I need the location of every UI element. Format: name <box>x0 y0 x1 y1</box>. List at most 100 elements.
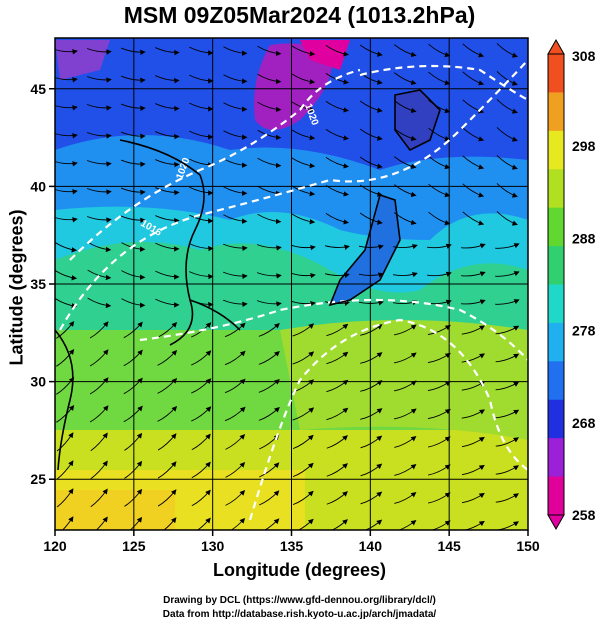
streamline-arrow <box>461 464 485 476</box>
streamline-arrow <box>155 298 180 308</box>
x-tick-label: 145 <box>437 538 461 554</box>
streamline-arrow <box>120 47 146 56</box>
streamline-arrow <box>428 436 451 448</box>
streamline-arrow <box>222 271 248 279</box>
streamline-arrow <box>223 130 248 140</box>
streamline-arrow <box>189 102 214 112</box>
streamline-arrow <box>461 243 486 249</box>
credit-drawing: Drawing by DCL (https://www.gfd-dennou.o… <box>163 595 436 606</box>
streamline-arrow <box>256 300 282 307</box>
streamline-arrow <box>427 408 451 420</box>
wind-streamlines <box>55 43 520 530</box>
streamline-arrow <box>290 244 316 251</box>
streamline-arrow <box>359 44 383 57</box>
streamline-arrow <box>326 463 348 477</box>
streamline-arrow <box>155 75 180 84</box>
colorbar-segment <box>548 207 564 247</box>
streamline-arrow <box>155 187 180 196</box>
streamline-arrow <box>358 300 384 306</box>
streamline-arrow <box>428 127 451 142</box>
streamline-arrow <box>359 212 383 225</box>
streamline-arrow <box>257 157 282 169</box>
streamline-arrow <box>360 380 383 392</box>
streamline-arrow <box>155 215 180 224</box>
streamline-arrow <box>225 489 246 506</box>
streamline-arrow <box>258 351 280 365</box>
streamline-arrow <box>258 407 280 421</box>
streamline-arrow <box>394 128 417 142</box>
streamline-arrow <box>292 462 314 478</box>
streamline-arrow <box>325 213 349 225</box>
colorbar-tick-label: 288 <box>572 230 596 246</box>
streamline-arrow <box>394 184 417 198</box>
streamline-arrow <box>223 214 248 224</box>
streamline-arrow <box>292 407 315 421</box>
streamline-arrow <box>257 213 282 225</box>
streamline-arrow <box>258 323 280 337</box>
streamline-arrow <box>191 350 212 366</box>
streamline-arrow <box>121 298 146 308</box>
streamline-arrow <box>359 100 383 113</box>
streamline-arrow <box>496 155 518 170</box>
streamline-arrow <box>123 377 143 395</box>
streamline-arrow <box>428 71 451 86</box>
streamline-arrow <box>394 156 417 170</box>
streamline-arrow <box>155 242 180 252</box>
streamline-arrow <box>86 160 112 167</box>
y-tick-label: 40 <box>30 178 46 194</box>
streamline-arrow <box>428 464 451 476</box>
streamline-arrow <box>397 519 417 530</box>
streamline-arrow <box>230 517 246 530</box>
streamline-arrow <box>155 159 180 168</box>
streamline-arrow <box>189 74 214 84</box>
streamline-arrow <box>360 408 383 420</box>
streamline-arrow <box>56 320 75 339</box>
streamline-arrow <box>326 323 349 337</box>
streamline-arrow <box>324 272 350 278</box>
streamline-arrow <box>291 129 316 141</box>
streamline-arrow <box>461 299 486 305</box>
streamline-arrow <box>259 462 280 478</box>
streamline-arrow <box>157 321 178 338</box>
streamline-arrow <box>189 186 214 196</box>
streamline-arrow <box>157 433 177 451</box>
streamline-arrow <box>331 519 348 530</box>
streamline-arrow <box>394 44 417 58</box>
streamline-arrow <box>462 99 485 114</box>
streamline-arrow <box>394 72 417 86</box>
streamline-arrow <box>191 489 211 507</box>
streamline-arrow <box>86 188 112 195</box>
streamline-arrow <box>291 213 316 225</box>
streamline-arrow <box>427 380 451 392</box>
streamline-arrow <box>326 491 348 505</box>
streamline-arrow <box>462 43 485 58</box>
streamline-arrow <box>290 300 316 307</box>
streamline-arrow <box>257 129 282 141</box>
streamline-arrow <box>359 128 383 141</box>
streamline-arrow <box>257 101 282 113</box>
streamline-arrow <box>495 271 520 277</box>
y-tick-label: 30 <box>30 374 46 390</box>
streamline-arrow <box>393 380 417 392</box>
streamline-arrow <box>495 409 520 419</box>
streamline-arrow <box>360 352 383 364</box>
streamline-arrow <box>292 323 315 337</box>
x-tick-label: 140 <box>359 538 383 554</box>
streamline-arrow <box>325 101 349 113</box>
streamline-arrow <box>325 129 349 141</box>
streamline-arrow <box>428 155 451 170</box>
streamline-arrow <box>224 322 246 338</box>
streamline-arrow <box>120 131 146 140</box>
streamline-arrow <box>124 432 143 451</box>
streamline-arrow <box>223 74 248 84</box>
streamline-arrow <box>87 269 112 281</box>
y-tick-label: 45 <box>30 81 46 97</box>
isobar-south <box>248 318 528 521</box>
streamline-arrow <box>495 325 520 335</box>
colorbar-segment <box>548 476 564 516</box>
streamline-arrow <box>56 432 74 452</box>
streamline-arrow <box>360 435 383 449</box>
streamline-arrow <box>86 216 112 223</box>
streamline-arrow <box>462 183 485 198</box>
